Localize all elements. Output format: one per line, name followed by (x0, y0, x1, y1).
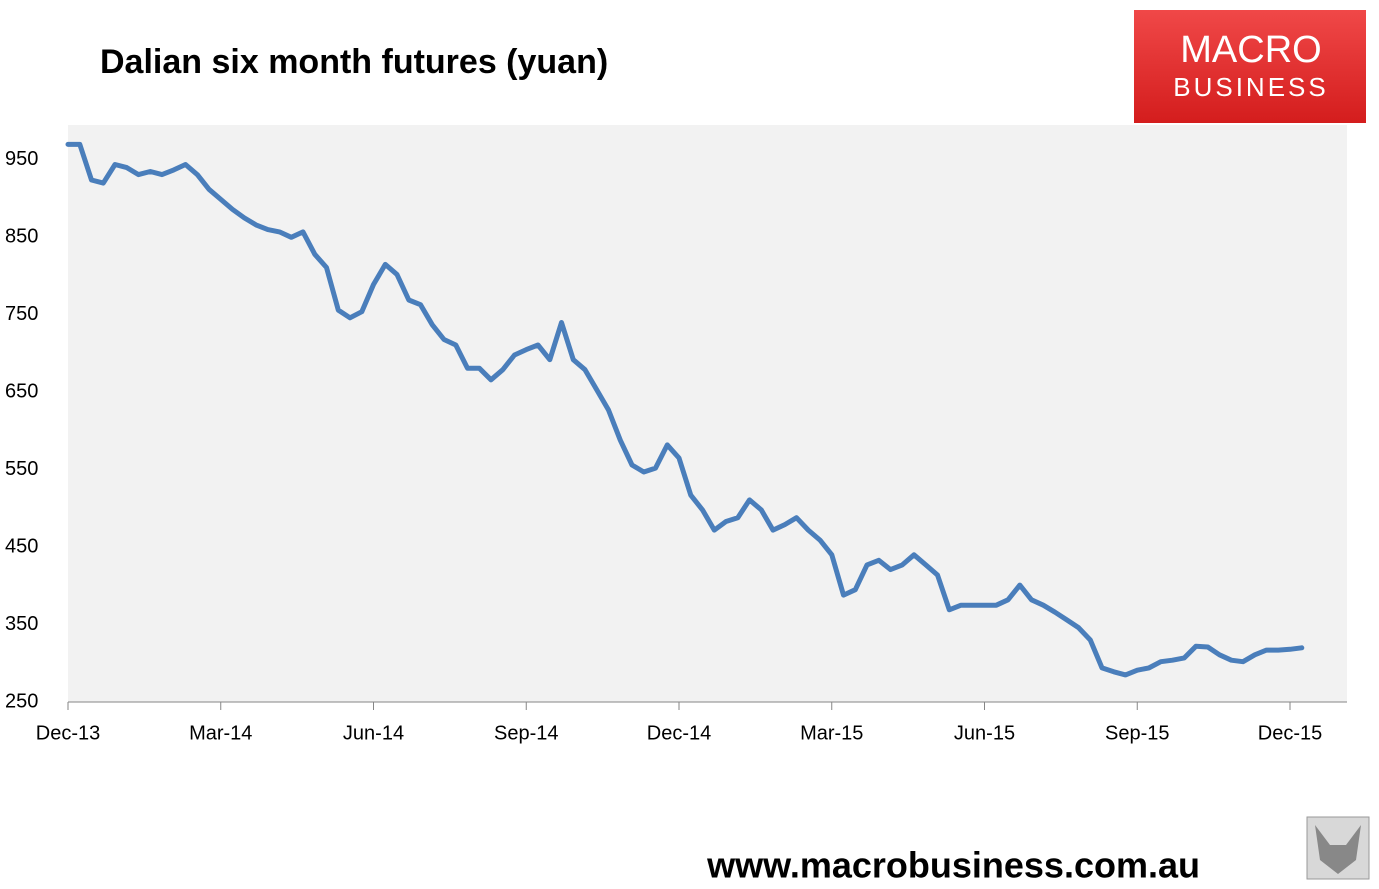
footer-url: www.macrobusiness.com.au (706, 845, 1200, 884)
y-tick-label: 750 (5, 303, 38, 325)
y-tick-label: 650 (5, 380, 38, 402)
x-tick-label: Jun-15 (954, 722, 1015, 744)
x-tick-label: Mar-15 (800, 722, 863, 744)
logo-box (1134, 10, 1366, 123)
x-tick-label: Sep-15 (1105, 722, 1170, 744)
y-tick-label: 950 (5, 148, 38, 170)
y-tick-label: 450 (5, 535, 38, 557)
logo-text: BUSINESS (1173, 72, 1329, 102)
y-tick-label: 350 (5, 613, 38, 635)
x-tick-label: Dec-13 (36, 722, 100, 744)
x-tick-label: Mar-14 (189, 722, 252, 744)
data-line (65, 141, 1305, 678)
x-tick-label: Sep-14 (494, 722, 559, 744)
y-tick-label: 850 (5, 226, 38, 248)
y-tick-label: 550 (5, 458, 38, 480)
x-tick-label: Jun-14 (343, 722, 404, 744)
x-tick-label: Dec-14 (647, 722, 711, 744)
logo-text: MACRO (1180, 29, 1321, 71)
chart-title: Dalian six month futures (yuan) (100, 43, 608, 81)
plot-area (68, 125, 1347, 702)
y-tick-label: 250 (5, 690, 38, 712)
fox-icon (1315, 825, 1361, 874)
x-tick-label: Dec-15 (1258, 722, 1322, 744)
